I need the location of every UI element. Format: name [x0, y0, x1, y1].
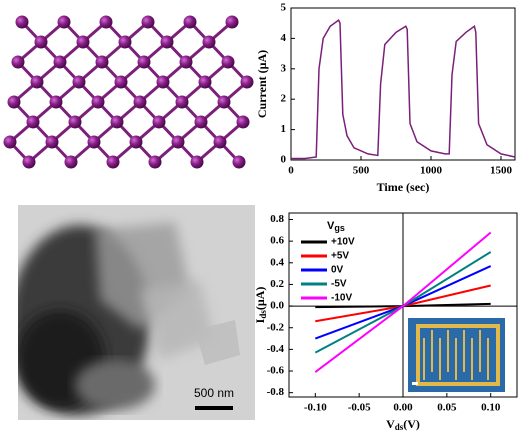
atom: [217, 95, 231, 109]
atom: [3, 135, 17, 149]
y-tick-label: 0.0: [270, 300, 284, 312]
label-part: V: [327, 220, 335, 232]
atom: [236, 115, 250, 129]
x-tick-label: 0.10: [481, 402, 501, 414]
data-line: [291, 19, 516, 160]
y-tick-label: 3: [281, 62, 287, 74]
x-tick-label: -0.10: [304, 402, 327, 414]
x-axis-label: Vds(V): [386, 417, 420, 432]
x-tick-label: 1500: [490, 165, 513, 177]
atom: [213, 135, 227, 149]
x-tick-label: -0.05: [348, 402, 371, 414]
atom: [22, 155, 36, 169]
legend-label: -10V: [331, 293, 352, 304]
atom: [198, 75, 212, 89]
atom: [64, 155, 78, 169]
atom: [91, 95, 105, 109]
y-tick-label: -0.8: [267, 386, 285, 398]
atom: [156, 75, 170, 89]
label-part: V: [386, 417, 395, 431]
y-tick-label: -0.4: [267, 343, 285, 355]
legend-label: 0V: [331, 265, 344, 276]
atom: [129, 135, 143, 149]
label-part: (μA): [253, 287, 267, 310]
y-tick-label: -0.2: [267, 321, 285, 333]
x-tick-label: 0.05: [437, 402, 457, 414]
atom: [137, 55, 151, 69]
atom: [53, 55, 67, 69]
atom: [76, 35, 90, 49]
label-part: (V): [403, 417, 420, 431]
atom: [68, 115, 82, 129]
atom: [57, 15, 71, 29]
legend-title: Vgs: [327, 220, 345, 233]
y-tick-label: 4: [281, 32, 287, 44]
y-axis-label: Current (μA): [255, 50, 269, 118]
atom: [240, 75, 254, 89]
scale-bar-label: 500 nm: [194, 386, 234, 400]
atom: [87, 135, 101, 149]
atom: [26, 115, 40, 129]
atom: [7, 95, 21, 109]
label-part: gs: [334, 223, 345, 233]
atom: [15, 15, 29, 29]
atom: [72, 75, 86, 89]
atom: [45, 135, 59, 149]
x-tick-label: 1000: [420, 165, 443, 177]
inset-device-photo: [408, 318, 505, 392]
atom: [30, 75, 44, 89]
legend-label: -5V: [331, 279, 347, 290]
atom: [99, 15, 113, 29]
y-tick-label: 1: [281, 123, 287, 135]
y-tick-label: 0: [281, 154, 287, 166]
legend-label: +10V: [331, 237, 355, 248]
atom: [106, 155, 120, 169]
atom: [49, 95, 63, 109]
label-part: ds: [258, 310, 268, 319]
atom: [11, 55, 25, 69]
label-part: ds: [395, 422, 404, 432]
atom: [225, 15, 239, 29]
label-part: I: [253, 318, 267, 323]
tem-image: 500 nm: [18, 205, 255, 420]
y-tick-label: 5: [281, 2, 287, 14]
atom: [34, 35, 48, 49]
atom: [175, 95, 189, 109]
x-tick-label: 0: [288, 165, 294, 177]
y-tick-label: -0.6: [267, 365, 285, 377]
atom: [202, 35, 216, 49]
x-tick-label: 500: [353, 165, 370, 177]
x-axis-label: Time (sec): [377, 180, 430, 194]
legend-label: +5V: [331, 251, 349, 262]
crystal-structure: [3, 15, 254, 169]
atom: [114, 75, 128, 89]
atom: [194, 115, 208, 129]
y-tick-label: 2: [281, 93, 287, 105]
atom: [110, 115, 124, 129]
data-line: [314, 231, 492, 373]
atom: [148, 155, 162, 169]
y-tick-label: 0.8: [270, 213, 284, 225]
y-tick-label: 0.6: [270, 235, 284, 247]
atom: [221, 55, 235, 69]
atom: [133, 95, 147, 109]
atom: [179, 55, 193, 69]
atom: [152, 115, 166, 129]
atom: [232, 155, 246, 169]
y-tick-label: 0.2: [270, 278, 284, 290]
atom: [190, 155, 204, 169]
y-tick-label: 0.4: [270, 256, 284, 268]
atom: [160, 35, 174, 49]
atom: [171, 135, 185, 149]
y-axis-label: Ids(μA): [253, 287, 268, 324]
atom: [141, 15, 155, 29]
plot-frame: [290, 7, 516, 161]
x-tick-label: 0.00: [393, 402, 413, 414]
atom: [95, 55, 109, 69]
atom: [183, 15, 197, 29]
atom: [118, 35, 132, 49]
